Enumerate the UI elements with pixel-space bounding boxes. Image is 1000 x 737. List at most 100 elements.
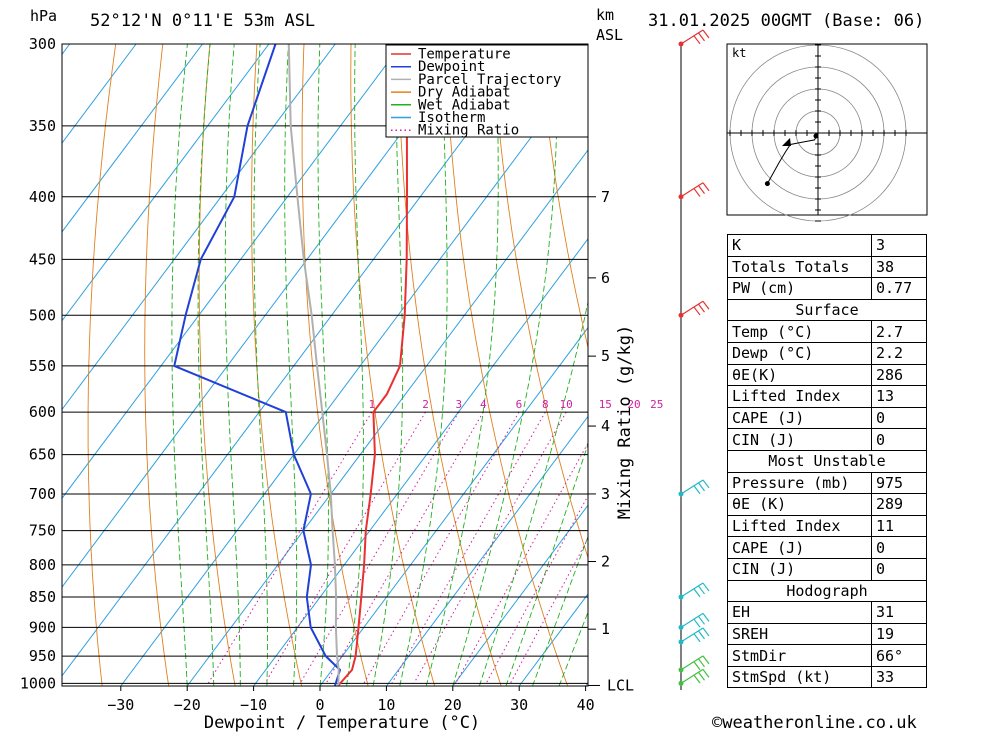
stat-value: 975 [872,472,927,494]
wind-barb [681,583,709,597]
isotherm-line [0,44,136,686]
wind-barb [681,656,709,670]
stat-label: Pressure (mb) [728,472,872,494]
stat-row-mu-cin: CIN (J)0 [728,558,927,580]
pressure-tick-label: 600 [29,403,56,421]
surface-header: Surface [728,299,927,321]
series-line-parcel-trajectory [289,44,339,686]
mixing-ratio-label: 25 [650,398,663,411]
mixing-ratio-label: 3 [455,398,462,411]
temperature-tick-label: 0 [315,696,324,714]
stat-value: 31 [872,602,927,624]
hodograph-header: Hodograph [728,580,927,602]
mixing-ratio-axis-title: Mixing Ratio (g/kg) [615,325,635,519]
wind-barb-shaft [681,183,703,197]
dry-adiabat-line [963,44,1000,686]
dry-adiabat-line [492,44,634,686]
hodograph-start-point [814,134,819,139]
wind-barb-flag [703,183,709,191]
wind-barb [681,301,709,315]
stat-label: CAPE (J) [728,537,872,559]
stat-label: Lifted Index [728,515,872,537]
dry-adiabat-line [145,44,169,686]
stat-row-dewp: Dewp (°C)2.2 [728,342,927,364]
stat-label: θE (K) [728,494,872,516]
wind-barb-flag [694,634,700,642]
stat-value: 13 [872,386,927,408]
stat-label: Totals Totals [728,256,872,278]
stat-value: 11 [872,515,927,537]
lcl-label: LCL [607,676,634,694]
stat-value: 0 [872,537,927,559]
mixing-ratio-line [300,412,459,683]
isotherm-line [254,44,734,686]
temperature-tick-label: −20 [174,696,201,714]
stat-row-cin: CIN (J)0 [728,429,927,451]
dry-adiabat-line [88,44,116,686]
mixing-ratio-label: 15 [599,398,612,411]
wind-barb-flag [699,586,705,594]
stat-value: 19 [872,623,927,645]
pressure-tick-label: 650 [29,446,56,464]
stat-label: StmSpd (kt) [728,666,872,688]
stat-value: 3 [872,235,927,257]
series-line-dewpoint [174,44,340,686]
wind-barb-flag [703,656,709,664]
stat-value: 286 [872,364,927,386]
wind-barb-shaft [681,583,703,597]
stat-label: Temp (°C) [728,321,872,343]
pressure-unit-label: hPa [30,7,57,25]
wind-barb-flag [694,189,700,197]
km-tick-label: 1 [601,620,610,638]
height-unit-asl: ASL [596,26,623,44]
wet-adiabat-line [506,44,691,686]
km-tick-label: 3 [601,485,610,503]
wind-barb-flag [694,675,700,683]
x-axis-title: Dewpoint / Temperature (°C) [204,713,480,733]
wet-adiabat-line [254,44,268,686]
most-unstable-header: Most Unstable [728,450,927,472]
wind-barb-flag [699,33,705,41]
wind-barb-flag [694,589,700,597]
isotherm-line [0,44,468,686]
km-tick-label: 4 [601,417,610,435]
wet-adiabat-line [533,44,751,686]
stat-value: 2.2 [872,342,927,364]
wind-barb-flag [694,619,700,627]
wind-barb-flag [703,613,709,621]
mixing-ratio-line [326,412,483,683]
wet-adiabat-line [318,44,328,686]
isotherm-line [187,44,667,686]
mixing-ratio-line [265,412,426,683]
stat-value: 33 [872,666,927,688]
mixing-ratio-line [364,412,519,683]
stat-value: 0 [872,407,927,429]
stat-label: SREH [728,623,872,645]
pressure-tick-label: 850 [29,588,56,606]
mixing-ratio-label: 10 [560,398,573,411]
wind-barb [681,669,709,683]
wind-barb-shaft [681,669,703,683]
stat-row-stmspd: StmSpd (kt)33 [728,666,927,688]
pressure-tick-label: 950 [29,647,56,665]
wind-barb-flag [703,583,709,591]
dry-adiabat-line [351,44,435,686]
pressure-tick-label: 300 [29,35,56,53]
stat-label: CIN (J) [728,558,872,580]
stat-row-mu-cape: CAPE (J)0 [728,537,927,559]
pressure-tick-label: 750 [29,522,56,540]
wind-barb-shaft [681,628,703,642]
temperature-tick-label: 10 [377,696,395,714]
wind-barb-flag [703,480,709,488]
wet-adiabat-line [453,44,558,686]
pressure-tick-labels: 3003504004505005506006507007508008509009… [20,35,56,692]
stat-label: CIN (J) [728,429,872,451]
datetime-label: 31.01.2025 00GMT (Base: 06) [648,11,924,31]
wind-barb-flag [699,483,705,491]
